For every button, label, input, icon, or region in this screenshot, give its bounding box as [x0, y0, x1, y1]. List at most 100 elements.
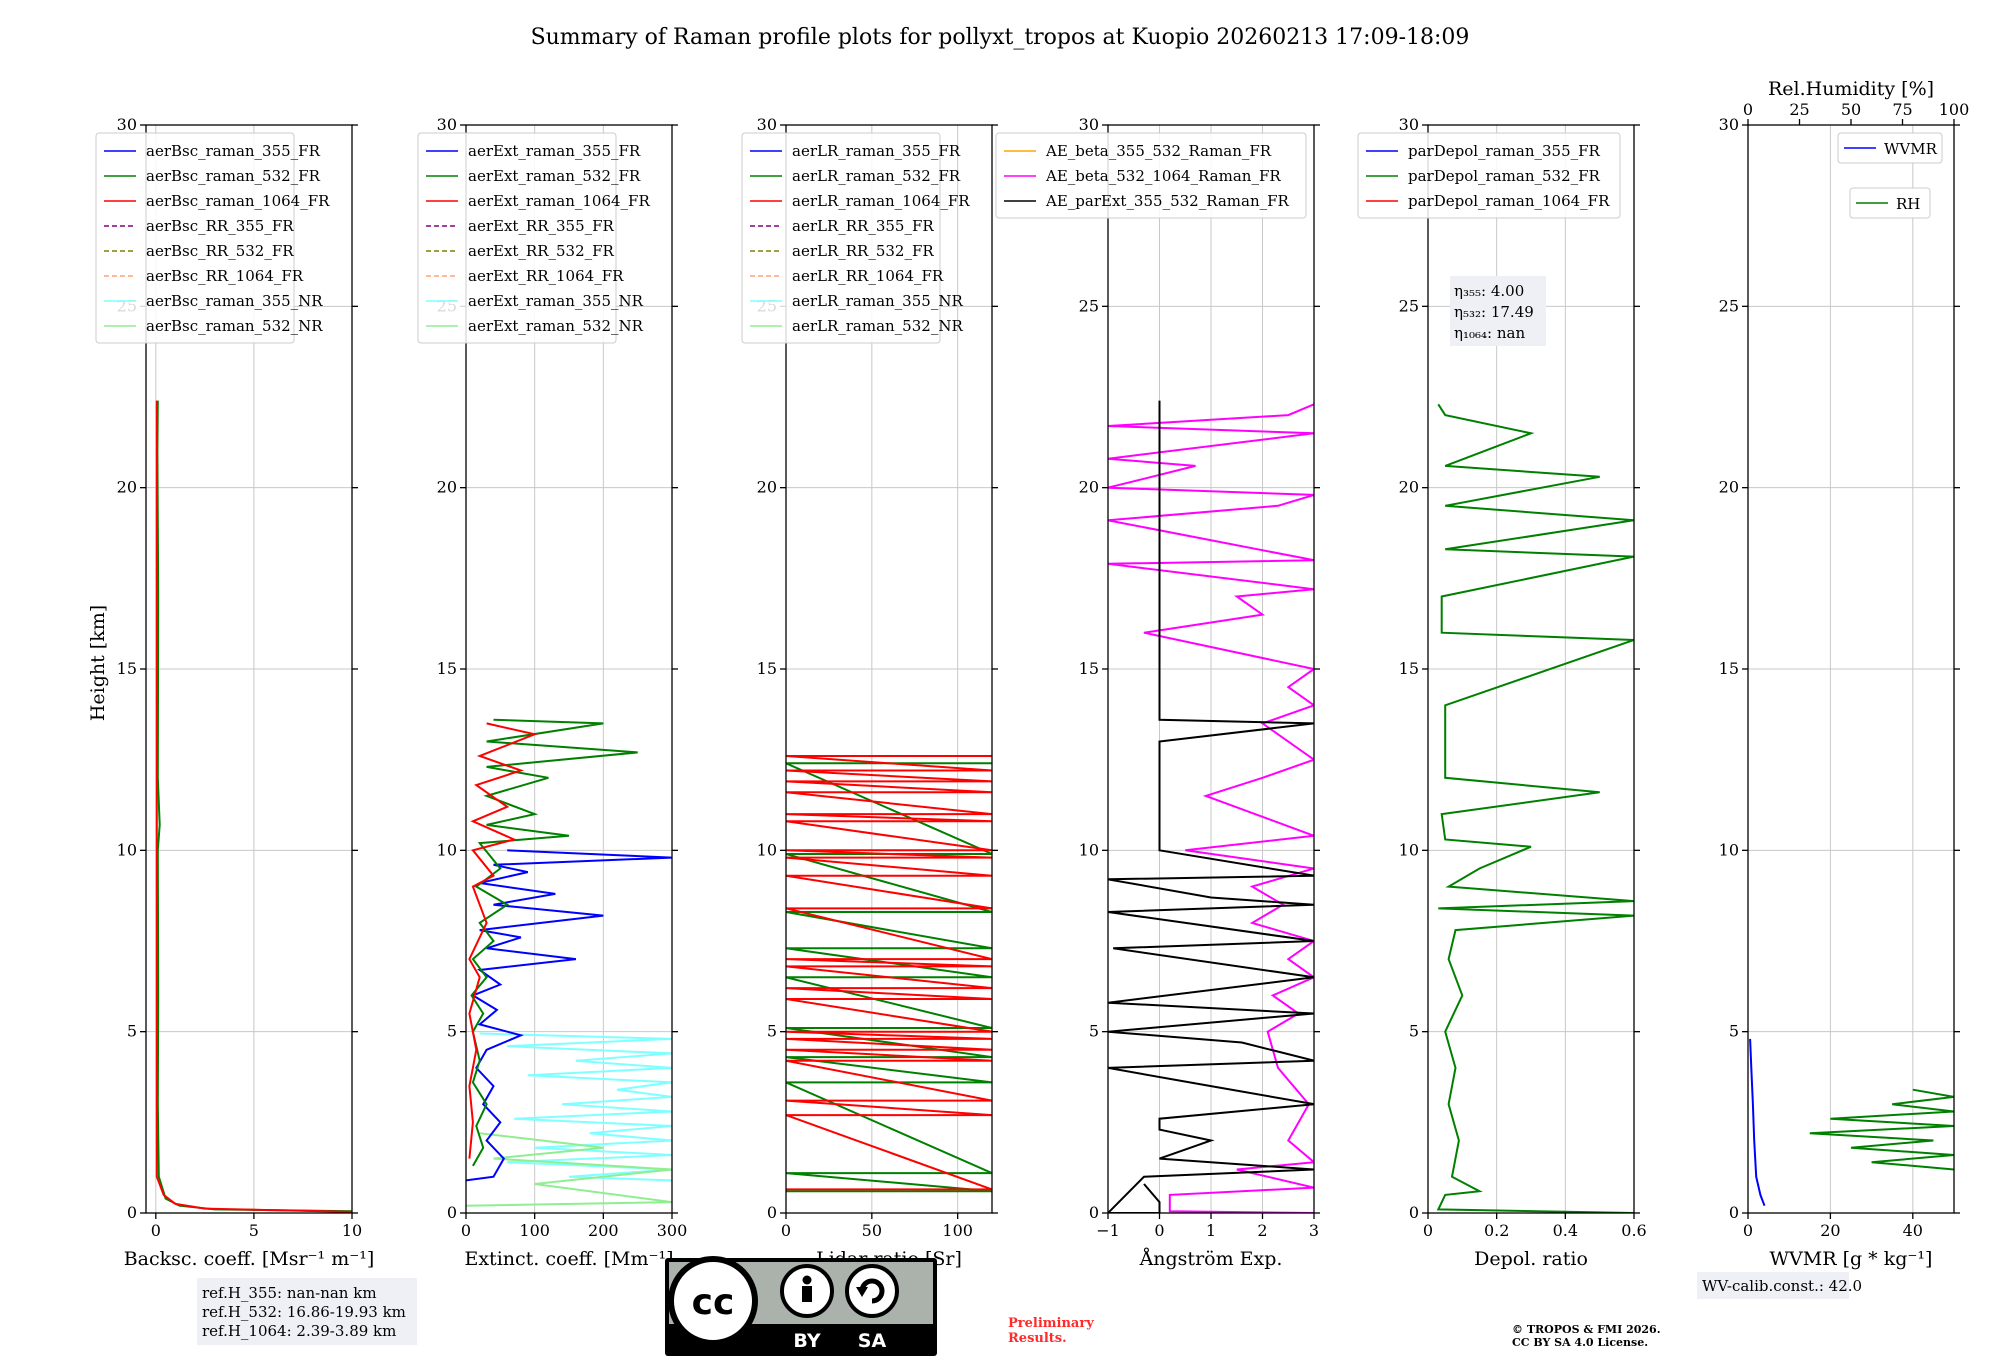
y-tick-label: 10 — [1719, 840, 1739, 859]
y-tick-label: 15 — [117, 659, 137, 678]
ref-height-box: ref.H_355: nan-nan km ref.H_532: 16.86-1… — [197, 1278, 417, 1345]
sa-share-icon — [845, 1264, 899, 1318]
y-tick-label: 0 — [127, 1203, 137, 1222]
legend-label: parDepol_raman_1064_FR — [1408, 192, 1610, 210]
copyright-line-1: © TROPOS & FMI 2026. — [1512, 1323, 1661, 1336]
cc-license-badge: cc BY SA — [665, 1256, 937, 1356]
series-AE_beta_532_1064_Raman_FR — [1108, 403, 1314, 1213]
x-tick-label: 2 — [1257, 1221, 1267, 1240]
wv-calib-const: WV-calib.const.: 42.0 — [1702, 1277, 1862, 1295]
x-tick-label: 0 — [1423, 1221, 1433, 1240]
legend-box — [417, 132, 617, 344]
y-tick-label: 0 — [1089, 1203, 1099, 1222]
series-RH — [1809, 1088, 1954, 1171]
panel-ext: 0510152025300100200300Extinct. coeff. [M… — [417, 115, 688, 1270]
legend-label: aerExt_RR_532_FR — [468, 242, 615, 260]
y-tick-label: 20 — [757, 478, 777, 497]
y-tick-label: 25 — [1719, 296, 1739, 315]
wv-calib-box: WV-calib.const.: 42.0 — [1697, 1272, 1862, 1299]
x-tick-label: 10 — [342, 1221, 362, 1240]
x-tick-label: 0 — [781, 1221, 791, 1240]
legend-label: aerLR_raman_355_FR — [792, 142, 961, 160]
legend-label: aerExt_RR_1064_FR — [468, 267, 624, 285]
cc-sa-label: SA — [858, 1330, 887, 1352]
series-aerExt_raman_532_FR — [470, 718, 638, 1167]
x-tick-label: 300 — [657, 1221, 688, 1240]
x-tick-label: 40 — [1903, 1221, 1923, 1240]
y-tick-label: 15 — [757, 659, 777, 678]
legend-label: aerLR_raman_532_FR — [792, 167, 961, 185]
x-tick-label: 0 — [461, 1221, 471, 1240]
y-tick-label: 5 — [767, 1022, 777, 1041]
legend-label: aerExt_raman_355_NR — [468, 292, 644, 310]
top-x-tick-label: 100 — [1939, 100, 1970, 119]
y-tick-label: 20 — [117, 478, 137, 497]
legend-box — [1357, 132, 1621, 219]
legend-label: aerBsc_RR_355_FR — [146, 217, 294, 235]
y-tick-label: 20 — [1399, 478, 1419, 497]
panels: 0510152025300510Backsc. coeff. [Msr⁻¹ m⁻… — [95, 78, 1970, 1270]
eta-532: η₅₃₂: 17.49 — [1454, 303, 1534, 321]
legend-label: aerBsc_raman_355_NR — [146, 292, 323, 310]
y-tick-label: 10 — [1079, 840, 1099, 859]
legend-label: aerLR_raman_532_NR — [792, 317, 963, 335]
y-axis-label: Height [km] — [87, 605, 109, 721]
legend-label: aerBsc_RR_1064_FR — [146, 267, 304, 285]
ref-height-355: ref.H_355: nan-nan km — [202, 1284, 377, 1302]
y-tick-label: 5 — [447, 1022, 457, 1041]
y-tick-label: 15 — [1719, 659, 1739, 678]
legend-label: aerExt_RR_355_FR — [468, 217, 615, 235]
series-aerLR_raman_532_FR — [786, 762, 992, 1193]
x-tick-label: 5 — [249, 1221, 259, 1240]
x-tick-label: 0.6 — [1621, 1221, 1646, 1240]
legend-label: AE_beta_355_532_Raman_FR — [1045, 142, 1272, 160]
y-tick-label: 5 — [1409, 1022, 1419, 1041]
top-x-tick-label: 25 — [1789, 100, 1809, 119]
y-tick-label: 10 — [1399, 840, 1419, 859]
legend-box — [995, 132, 1307, 219]
legend-label: aerBsc_RR_532_FR — [146, 242, 294, 260]
legend-label: AE_parExt_355_532_Raman_FR — [1045, 192, 1290, 210]
y-tick-label: 0 — [767, 1203, 777, 1222]
y-tick-label: 25 — [1079, 296, 1099, 315]
x-tick-label: 20 — [1820, 1221, 1840, 1240]
y-tick-label: 5 — [1089, 1022, 1099, 1041]
x-axis-label: Extinct. coeff. [Mm⁻¹] — [464, 1248, 673, 1270]
legend-label: aerExt_raman_1064_FR — [468, 192, 650, 210]
series-aerExt_raman_355_FR — [466, 849, 672, 1182]
x-tick-label: 200 — [588, 1221, 619, 1240]
series-aerBsc_raman_1064_FR — [155, 400, 352, 1213]
panel-bsc: 0510152025300510Backsc. coeff. [Msr⁻¹ m⁻… — [95, 115, 375, 1270]
preliminary-line-1: Preliminary — [1008, 1316, 1094, 1331]
legend-label: aerLR_RR_532_FR — [792, 242, 934, 260]
copyright-line-2: CC BY SA 4.0 License. — [1512, 1336, 1648, 1349]
x-tick-label: −1 — [1096, 1221, 1120, 1240]
x-tick-label: 100 — [942, 1221, 973, 1240]
legend-label: aerExt_raman_532_NR — [468, 317, 644, 335]
ref-height-532: ref.H_532: 16.86-19.93 km — [202, 1303, 406, 1321]
legend-label: aerBsc_raman_532_FR — [146, 167, 321, 185]
cc-by-label: BY — [793, 1330, 820, 1352]
preliminary-line-2: Results. — [1008, 1331, 1067, 1346]
x-tick-label: 0 — [1154, 1221, 1164, 1240]
series-aerLR_raman_1064_FR — [786, 755, 992, 1191]
y-tick-label: 30 — [117, 115, 137, 134]
y-tick-label: 30 — [1079, 115, 1099, 134]
series-aerExt_raman_532_NR — [466, 1132, 672, 1207]
x-tick-label: 1 — [1206, 1221, 1216, 1240]
legend-box — [1849, 187, 1931, 219]
x-tick-label: 3 — [1309, 1221, 1319, 1240]
y-tick-label: 25 — [1399, 296, 1419, 315]
legend-label: aerBsc_raman_355_FR — [146, 142, 321, 160]
legend-box — [741, 132, 941, 344]
x-axis-label: Backsc. coeff. [Msr⁻¹ m⁻¹] — [124, 1248, 375, 1270]
legend-box — [95, 132, 295, 344]
legend-label: aerExt_raman_532_FR — [468, 167, 641, 185]
y-tick-label: 15 — [437, 659, 457, 678]
y-tick-label: 20 — [1079, 478, 1099, 497]
legend-label: RH — [1896, 195, 1920, 213]
legend-label: parDepol_raman_355_FR — [1408, 142, 1601, 160]
